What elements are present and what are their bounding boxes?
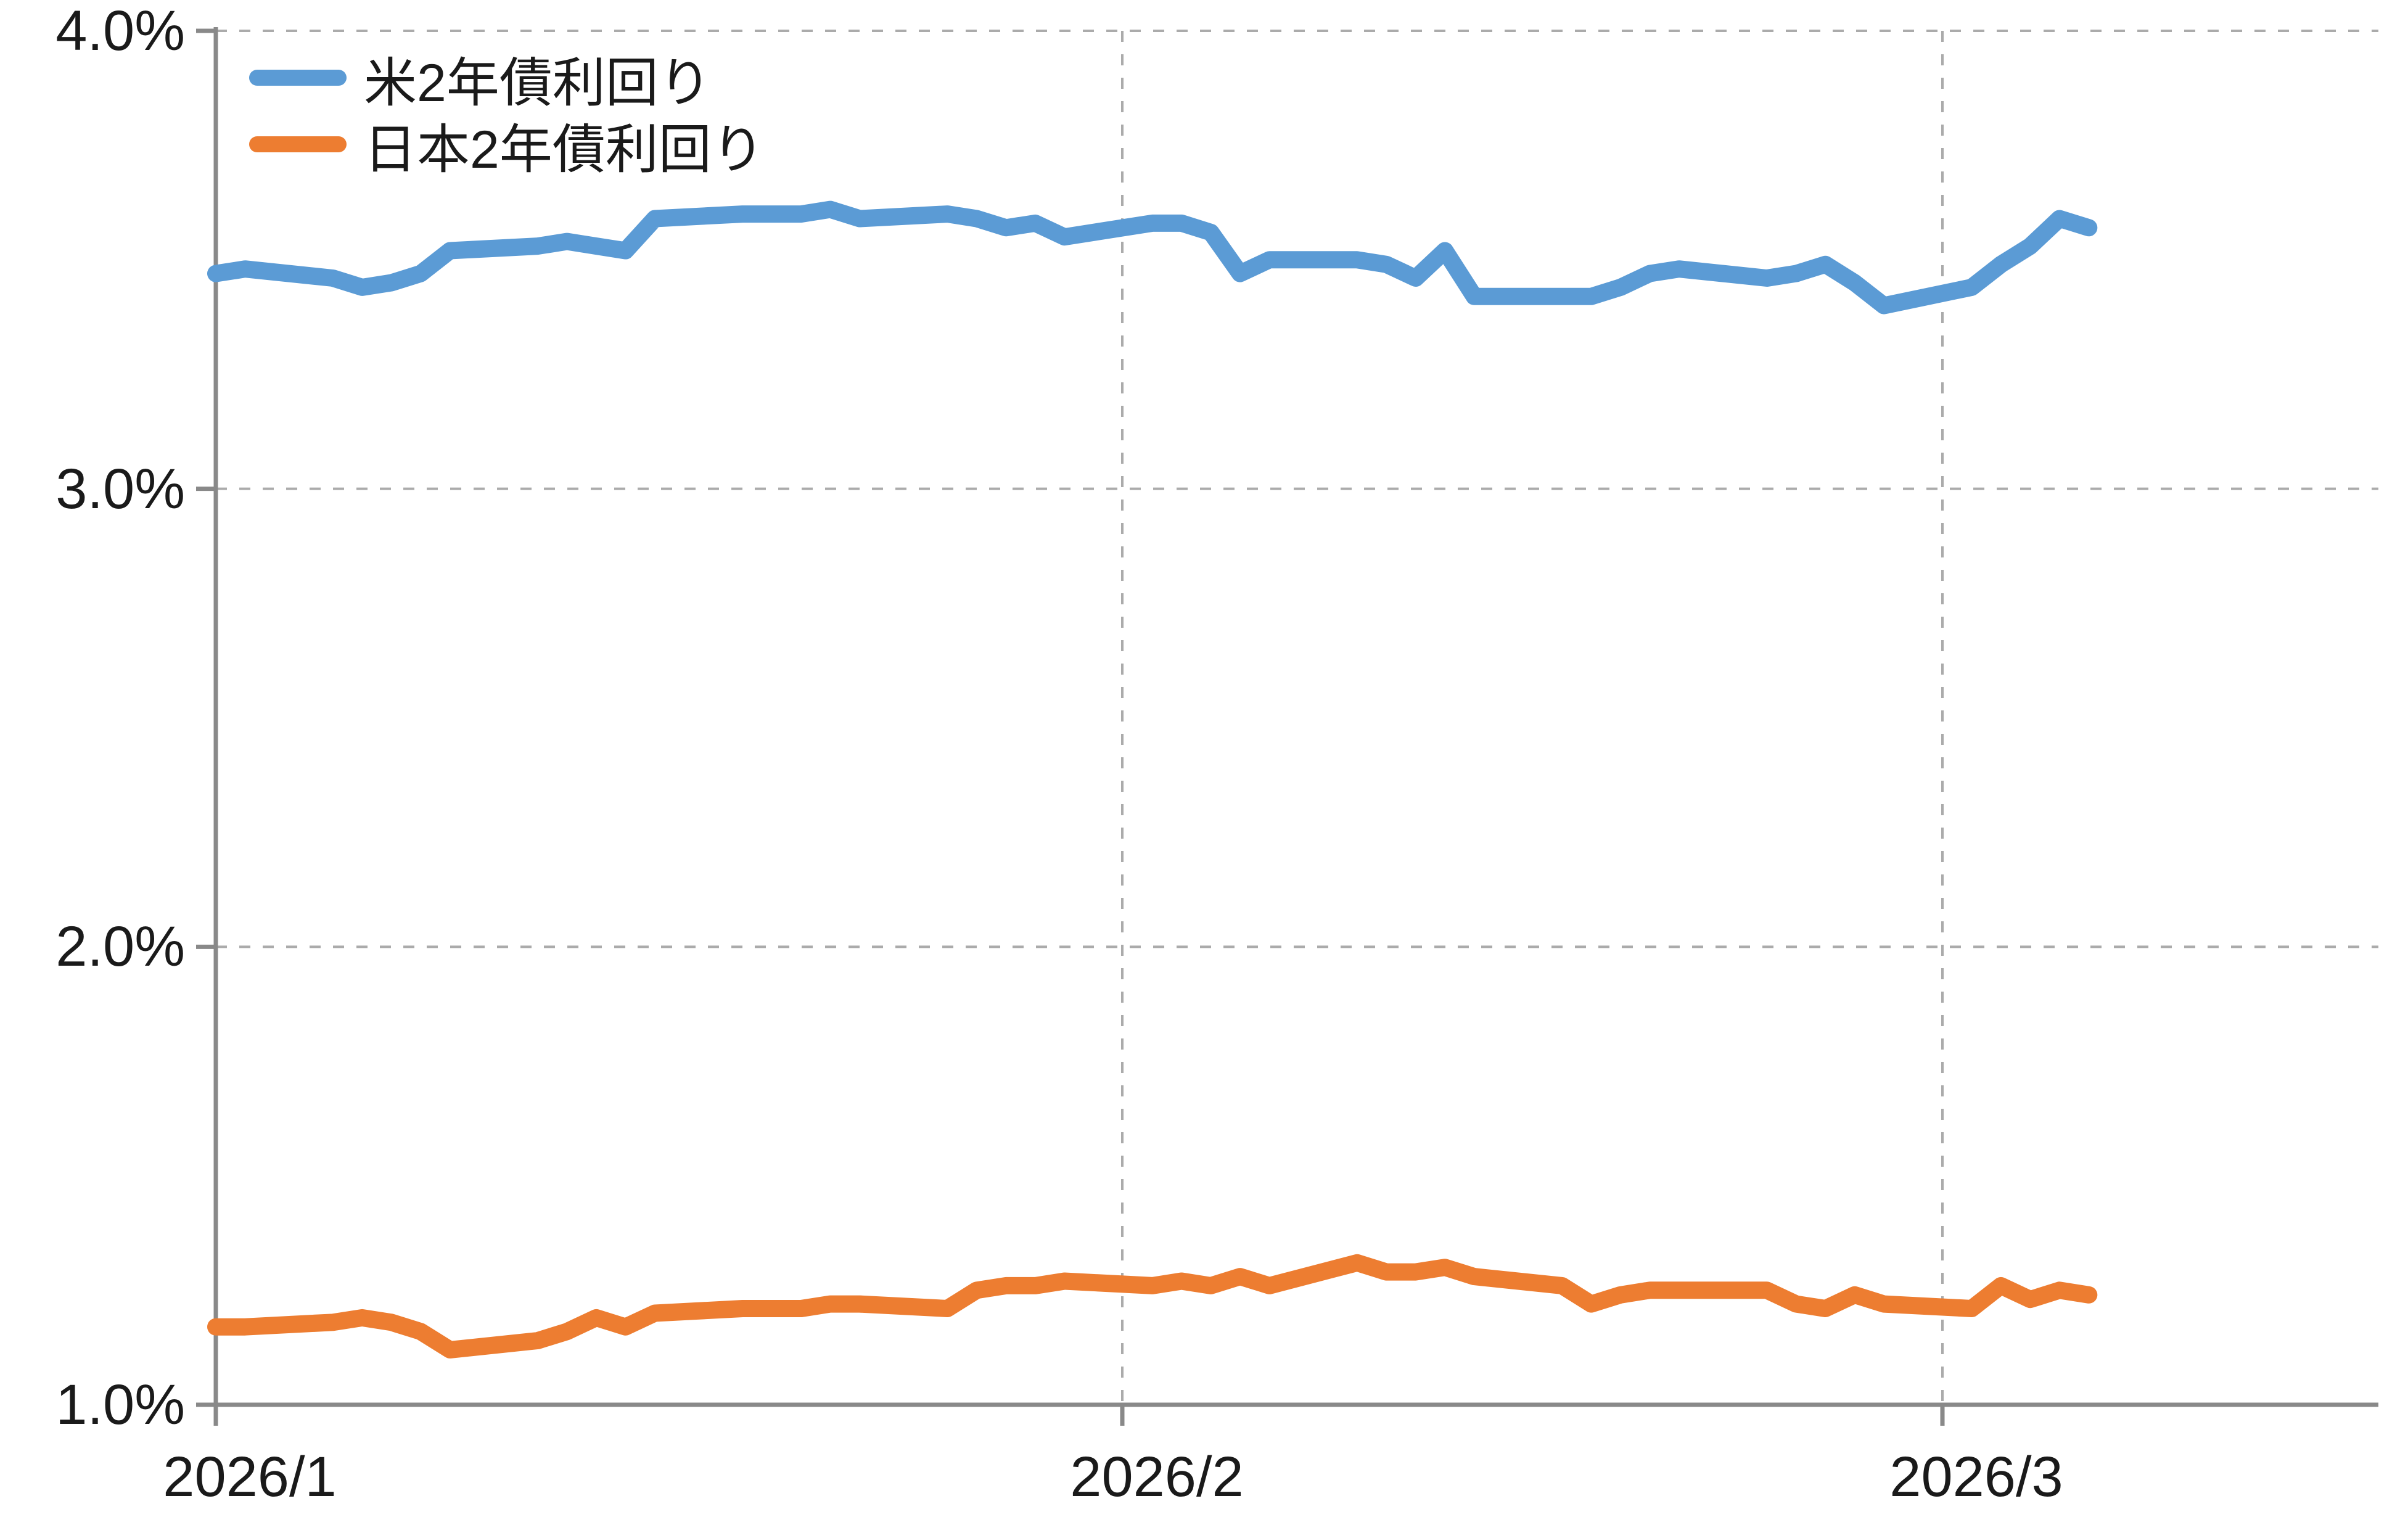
legend-label-us: 米2年債利回り: [364, 53, 712, 113]
y-axis-label-3: 3.0%: [55, 458, 185, 520]
series-lines: [207, 200, 2098, 1359]
axes: [196, 27, 2378, 1426]
x-axis-label-jan: 2026/1: [163, 1445, 337, 1508]
x-axis-label-mar: 2026/3: [1889, 1445, 2063, 1508]
gridlines: [216, 30, 2378, 1405]
legend-item-jp-2y: 日本2年債利回り: [249, 111, 765, 179]
y-axis-label-1: 1.0%: [55, 1373, 185, 1436]
x-axis-label-feb: 2026/2: [1070, 1445, 1244, 1508]
y-axis-label-2: 2.0%: [55, 915, 185, 978]
y-axis-label-4: 4.0%: [55, 0, 185, 62]
legend: 米2年債利回り 日本2年債利回り: [249, 44, 765, 179]
legend-item-us-2y: 米2年債利回り: [249, 44, 765, 113]
legend-label-jp: 日本2年債利回り: [364, 120, 765, 179]
legend-line-swatch-us: [249, 70, 347, 86]
legend-line-swatch-jp: [249, 136, 347, 152]
